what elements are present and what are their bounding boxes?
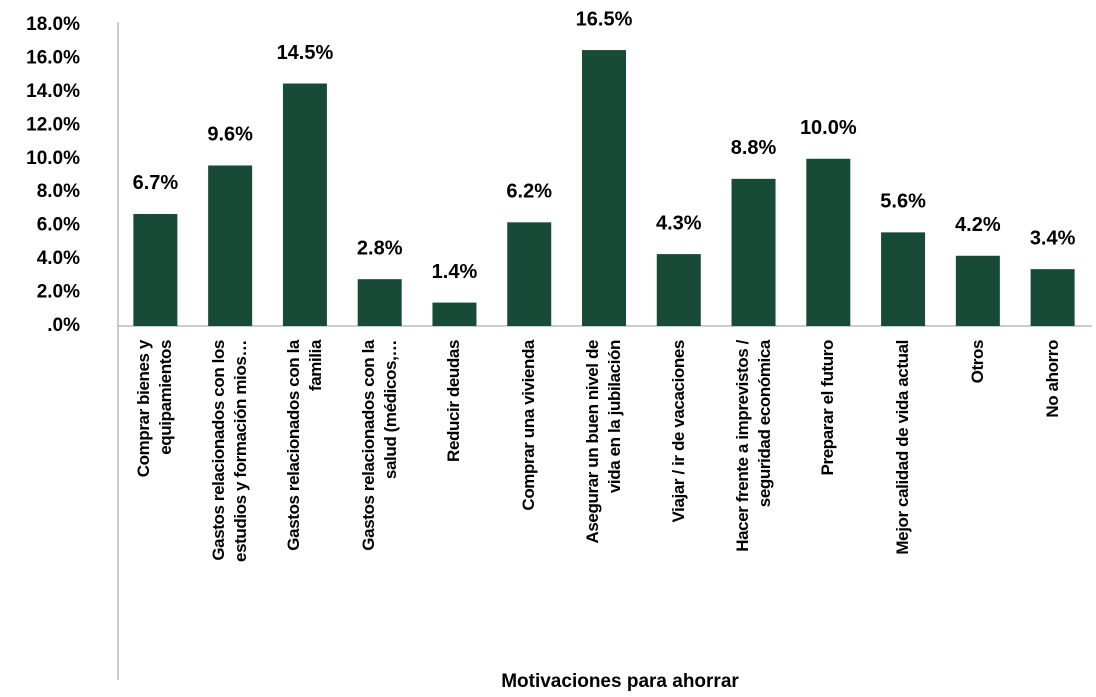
bar: [731, 178, 776, 326]
data-label: 16.5%: [576, 8, 633, 30]
y-tick-label: 4.0%: [37, 248, 80, 269]
bar: [656, 254, 701, 326]
bar: [806, 158, 851, 326]
y-tick-label: 14.0%: [26, 81, 80, 102]
data-label: 2.8%: [357, 237, 403, 259]
x-tick-label: Comprar bienes y equipamientos: [134, 340, 176, 478]
y-tick-label: 8.0%: [37, 181, 80, 202]
x-tick-label: Mejor calidad de vida actual: [893, 340, 913, 555]
data-label: 14.5%: [277, 42, 334, 64]
bar: [133, 213, 178, 326]
x-tick-label: Preparar el futuro: [818, 340, 838, 476]
y-tick-label: .0%: [47, 315, 80, 336]
data-label: 9.6%: [207, 124, 253, 146]
data-label: 1.4%: [432, 261, 478, 283]
bar: [881, 232, 926, 326]
x-axis-title: Motivaciones para ahorrar: [501, 671, 739, 692]
x-tick-label: Gastos relacionados con la familia: [283, 340, 325, 551]
data-label: 4.2%: [955, 214, 1001, 236]
y-tick-label: 16.0%: [26, 47, 80, 68]
bar: [507, 222, 552, 326]
data-label: 3.4%: [1030, 227, 1076, 249]
bar: [955, 255, 1000, 326]
data-label: 6.7%: [133, 172, 179, 194]
data-label: 6.2%: [506, 181, 552, 203]
y-tick-label: 18.0%: [26, 14, 80, 35]
bar: [282, 83, 327, 327]
y-tick-label: 10.0%: [26, 148, 80, 169]
x-tick-label: Viajar / ir de vacaciones: [668, 340, 688, 523]
x-tick-label: No ahorro: [1042, 340, 1062, 418]
data-label: 5.6%: [880, 191, 926, 213]
x-tick-label: Asegurar un buen nivel de vida en la jub…: [583, 340, 624, 544]
x-tick-label: Comprar una vivienda: [519, 340, 539, 511]
x-tick-label: Hacer frente a imprevistos / seguridad e…: [732, 340, 774, 552]
data-label: 10.0%: [800, 117, 857, 139]
y-tick-label: 2.0%: [37, 282, 80, 303]
bar: [357, 279, 402, 326]
x-tick-label: Gastos relacionados con los estudios y f…: [209, 340, 251, 562]
data-label: 8.8%: [731, 137, 777, 159]
x-tick-label: Gastos relacionados con la salud (médico…: [358, 340, 400, 551]
bar: [1030, 269, 1075, 326]
y-tick-label: 6.0%: [37, 215, 80, 236]
y-tick-label: 12.0%: [26, 114, 80, 135]
bar: [432, 302, 477, 326]
bar: [582, 50, 626, 326]
x-tick-label: Reducir deudas: [444, 340, 464, 462]
bar: [208, 165, 253, 326]
data-label: 4.3%: [656, 212, 702, 234]
x-tick-label: Otros: [967, 340, 987, 384]
